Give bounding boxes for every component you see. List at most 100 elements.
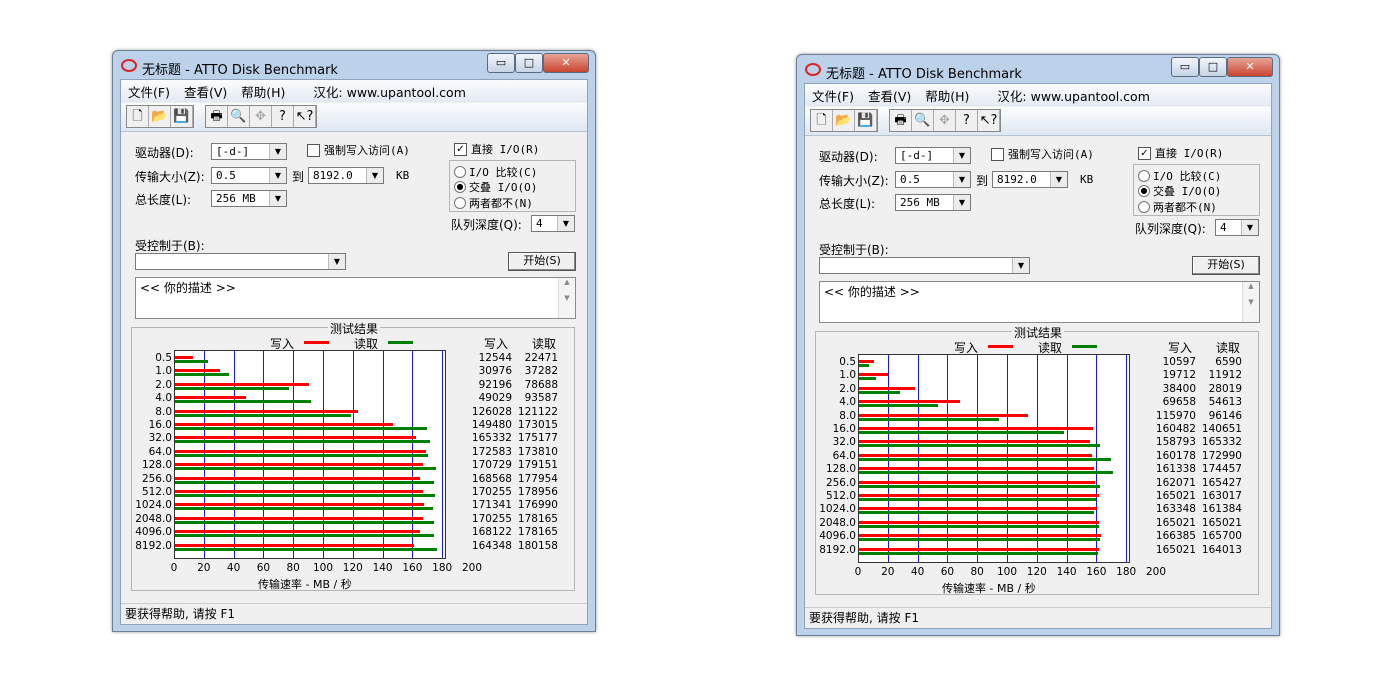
category-label: 8192.0 [135, 539, 172, 552]
print-icon[interactable]: 🖶 [890, 110, 912, 131]
close-button[interactable]: ✕ [1227, 57, 1273, 77]
read-bar [175, 386, 290, 390]
transfer-from-select[interactable]: 0.5 ▼ [211, 167, 287, 184]
scrollbar[interactable]: ▲ ▼ [1242, 282, 1259, 322]
print-preview-icon[interactable]: 🔍 [912, 110, 934, 131]
chevron-down-icon[interactable]: ▼ [1012, 258, 1029, 273]
queue-depth-select[interactable]: 4 ▼ [531, 215, 575, 232]
chevron-down-icon[interactable]: ▼ [953, 195, 970, 210]
menu-item[interactable]: 查看(V) [183, 84, 228, 100]
read-bar [859, 404, 939, 408]
chevron-down-icon[interactable]: ▼ [953, 172, 970, 187]
context-help-icon[interactable]: ↖? [978, 110, 1000, 131]
chevron-down-icon[interactable]: ▼ [953, 148, 970, 163]
drive-select[interactable]: [-d-] ▼ [211, 143, 287, 160]
chevron-down-icon[interactable]: ▼ [1241, 220, 1258, 235]
controlled-by-select[interactable]: ▼ [135, 253, 346, 270]
context-help-icon[interactable]: ↖? [294, 106, 316, 127]
controlled-by-label: 受控制于(B): [135, 239, 205, 253]
menu-bar: 文件(F) 查看(V) 帮助(H) 汉化: www.upantool.com [805, 84, 1271, 106]
maximize-button[interactable]: □ [1199, 57, 1227, 77]
save-icon[interactable]: 💾 [855, 110, 877, 131]
direct-io-checkbox[interactable]: ✓ [1138, 147, 1151, 160]
total-length-select[interactable]: 256 MB ▼ [211, 190, 287, 207]
write-value: 149480 [471, 419, 512, 431]
menu-item[interactable]: 帮助(H) [241, 84, 286, 100]
transfer-from-select[interactable]: 0.5 ▼ [895, 171, 971, 188]
read-bar [859, 457, 1111, 461]
queue-depth-select[interactable]: 4 ▼ [1215, 219, 1259, 236]
close-button[interactable]: ✕ [543, 53, 589, 73]
transfer-to-select[interactable]: 8192.0 ▼ [308, 167, 384, 184]
results-title: 测试结果 [1012, 324, 1065, 341]
read-bar [175, 520, 435, 524]
menu-item[interactable]: 帮助(H) [925, 88, 970, 104]
read-value: 177954 [517, 472, 558, 485]
description-textarea[interactable]: << 你的描述 >> ▲ ▼ [135, 277, 576, 319]
total-length-select[interactable]: 256 MB ▼ [895, 194, 971, 211]
overlapped-io-radio[interactable]: ● [1138, 185, 1150, 197]
category-label: 32.0 [832, 436, 856, 449]
move-icon[interactable]: ✥ [934, 110, 956, 131]
open-icon[interactable]: 📂 [149, 106, 171, 127]
category-label: 4096.0 [135, 526, 172, 539]
new-icon[interactable]: 🗋 [127, 106, 149, 127]
start-button[interactable]: 开始(S) [1192, 256, 1260, 275]
chevron-down-icon[interactable]: ▼ [269, 191, 286, 206]
help-icon[interactable]: ? [272, 106, 294, 127]
force-write-checkbox[interactable] [991, 148, 1004, 161]
io-compare-radio[interactable] [1138, 170, 1150, 182]
transfer-to-select[interactable]: 8192.0 ▼ [992, 171, 1068, 188]
scrollbar[interactable]: ▲ ▼ [558, 278, 575, 318]
title-bar[interactable]: 无标题 - ATTO Disk Benchmark ▭ □ ✕ [113, 51, 595, 79]
minimize-button[interactable]: ▭ [487, 53, 515, 73]
category-label: 4096.0 [819, 530, 856, 543]
neither-radio[interactable] [1138, 201, 1150, 213]
menu-item[interactable]: 文件(F) [128, 84, 170, 100]
read-value: 37282 [524, 365, 558, 378]
move-icon[interactable]: ✥ [250, 106, 272, 127]
chevron-down-icon[interactable]: ▼ [328, 254, 345, 269]
menu-bar: 文件(F) 查看(V) 帮助(H) 汉化: www.upantool.com [121, 80, 587, 102]
write-value: 158793 [1155, 436, 1196, 449]
write-value: 165332 [471, 432, 512, 445]
chevron-down-icon[interactable]: ▼ [1050, 172, 1067, 187]
minimize-button[interactable]: ▭ [1171, 57, 1199, 77]
neither-radio[interactable] [454, 197, 466, 209]
x-tick-label: 120 [1026, 566, 1047, 578]
x-tick-label: 60 [256, 562, 271, 574]
maximize-button[interactable]: □ [515, 53, 543, 73]
read-bar [175, 413, 352, 417]
start-button[interactable]: 开始(S) [508, 252, 576, 271]
description-textarea[interactable]: << 你的描述 >> ▲ ▼ [819, 281, 1260, 323]
menu-item[interactable]: 文件(F) [812, 88, 854, 104]
direct-io-checkbox[interactable]: ✓ [454, 143, 467, 156]
force-write-checkbox[interactable] [307, 144, 320, 157]
print-icon[interactable]: 🖶 [206, 106, 228, 127]
title-bar[interactable]: 无标题 - ATTO Disk Benchmark ▭ □ ✕ [797, 55, 1279, 83]
menu-item[interactable]: 查看(V) [867, 88, 912, 104]
write-value: 10597 [1162, 356, 1196, 368]
x-tick-label: 140 [1056, 566, 1077, 578]
write-value: 92196 [478, 378, 512, 391]
open-icon[interactable]: 📂 [833, 110, 855, 131]
overlapped-io-radio[interactable]: ● [454, 181, 466, 193]
print-preview-icon[interactable]: 🔍 [228, 106, 250, 127]
neither-label: 两者都不(N) [1153, 201, 1217, 214]
write-value: 164348 [471, 539, 512, 552]
chevron-down-icon[interactable]: ▼ [366, 168, 383, 183]
chevron-down-icon[interactable]: ▼ [557, 216, 574, 231]
chart-plot-area [174, 350, 446, 559]
controlled-by-select[interactable]: ▼ [819, 257, 1030, 274]
x-tick-label: 160 [1086, 566, 1107, 578]
save-icon[interactable]: 💾 [171, 106, 193, 127]
help-icon[interactable]: ? [956, 110, 978, 131]
io-compare-radio[interactable] [454, 166, 466, 178]
read-value: 176990 [517, 499, 558, 512]
new-icon[interactable]: 🗋 [811, 110, 833, 131]
chevron-down-icon[interactable]: ▼ [269, 144, 286, 159]
category-label: 0.5 [155, 352, 172, 364]
chevron-down-icon[interactable]: ▼ [269, 168, 286, 183]
drive-select[interactable]: [-d-] ▼ [895, 147, 971, 164]
description-text: << 你的描述 >> [824, 285, 920, 299]
